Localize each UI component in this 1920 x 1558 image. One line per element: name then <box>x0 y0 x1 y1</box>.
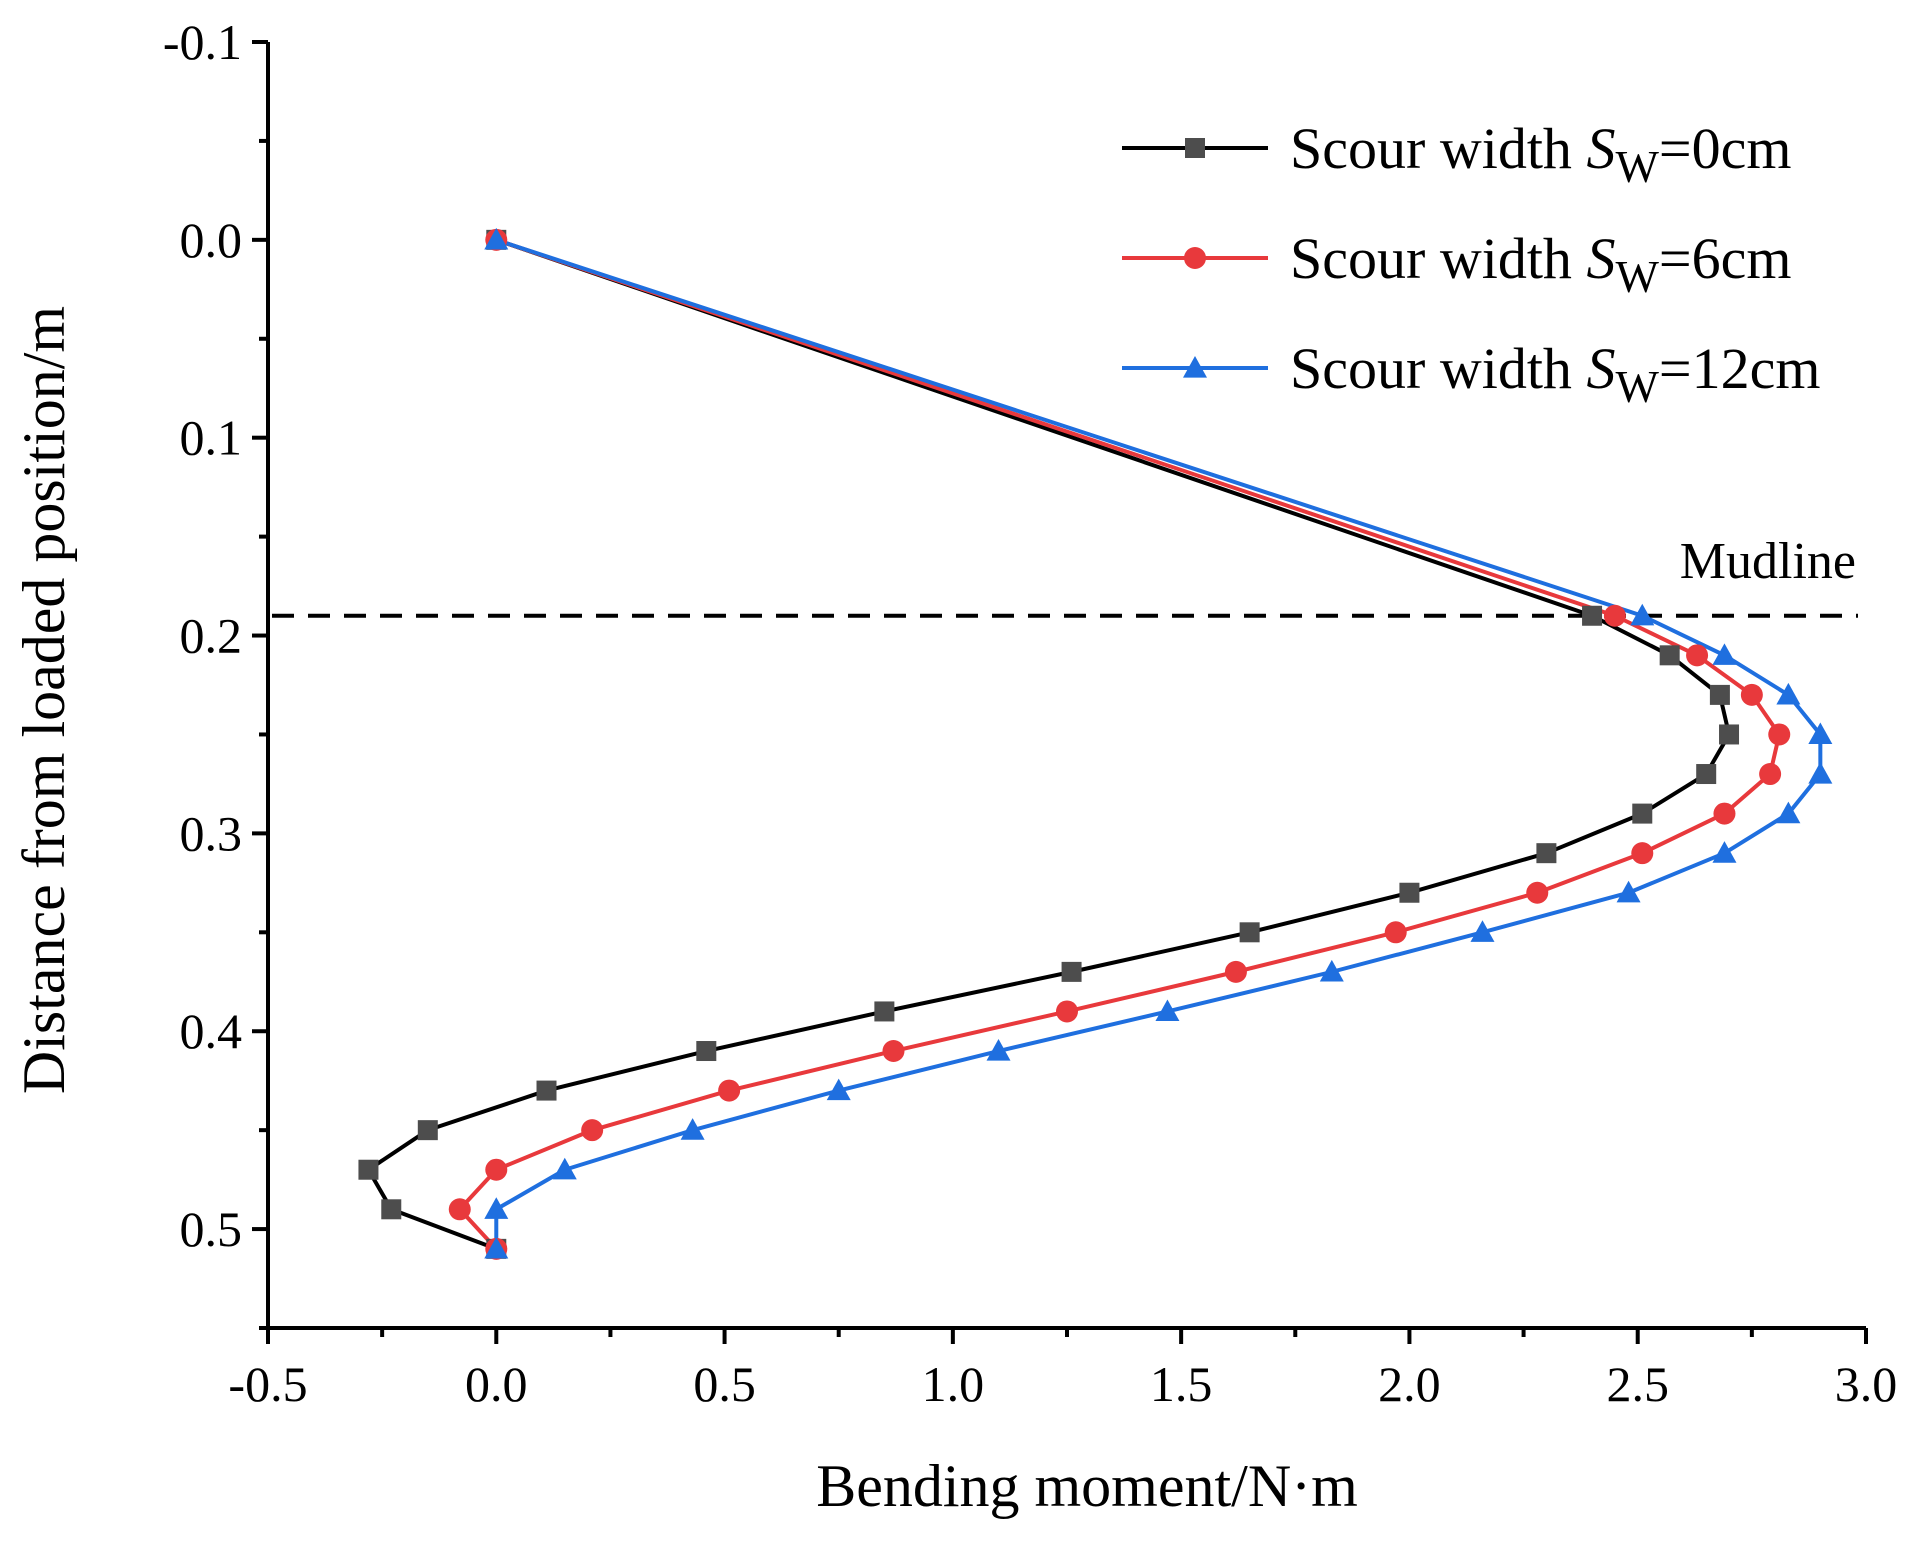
data-point <box>1768 723 1791 746</box>
series-triangle <box>494 237 1823 1249</box>
data-point <box>1155 999 1180 1022</box>
x-tick-label: 0.0 <box>465 1356 528 1412</box>
data-point <box>1616 880 1641 903</box>
data-point <box>1759 763 1782 786</box>
mudline-label: Mudline <box>1680 533 1856 590</box>
data-point <box>1239 922 1260 943</box>
legend-item: Scour width SW=6cm <box>1122 226 1791 302</box>
series-layer <box>358 227 1833 1260</box>
data-point <box>1808 762 1833 784</box>
data-point <box>1526 881 1549 904</box>
data-point <box>1659 645 1680 666</box>
data-point <box>1631 842 1654 865</box>
data-point <box>1632 803 1653 824</box>
data-point <box>1709 684 1730 705</box>
data-point <box>1719 724 1740 745</box>
x-tick-label: 1.0 <box>922 1356 985 1412</box>
data-point <box>484 1197 509 1219</box>
data-point <box>1740 683 1763 706</box>
data-point <box>1399 882 1420 903</box>
data-point <box>1776 682 1801 705</box>
series-line <box>457 237 1782 1251</box>
data-point <box>1808 722 1833 745</box>
legend-label: Scour width SW=0cm <box>1290 116 1791 192</box>
data-point <box>1696 764 1717 785</box>
data-point <box>552 1157 577 1180</box>
data-point <box>417 1120 438 1141</box>
data-point <box>1603 604 1626 627</box>
data-point <box>1686 644 1709 667</box>
data-point <box>536 1080 557 1101</box>
series-markers-circle <box>448 228 1791 1260</box>
y-tick-label: 0.4 <box>180 1003 243 1059</box>
data-point <box>1582 605 1603 626</box>
data-point <box>1056 1000 1078 1023</box>
data-point <box>448 1198 471 1221</box>
x-tick-label: 2.5 <box>1606 1356 1669 1412</box>
legend-label: Scour width SW=6cm <box>1290 226 1791 302</box>
y-tick-label: 0.0 <box>180 212 243 268</box>
data-point <box>1470 920 1495 942</box>
y-tick-label: 0.5 <box>180 1201 243 1257</box>
y-tick-label: 0.2 <box>180 608 243 664</box>
data-point <box>581 1119 604 1142</box>
data-point <box>484 1236 509 1259</box>
legend-item: Scour width SW=0cm <box>1122 116 1791 192</box>
data-point <box>485 1158 508 1181</box>
x-tick-label: 0.5 <box>693 1356 756 1412</box>
x-axis-title: Bending moment/N·m <box>816 1453 1358 1519</box>
y-tick-label: -0.1 <box>163 14 242 70</box>
mudline-annotation: Mudline <box>272 533 1858 618</box>
data-point <box>1630 603 1655 626</box>
data-point <box>718 1079 741 1102</box>
data-point <box>874 1001 895 1022</box>
data-point <box>1712 841 1737 863</box>
data-point <box>882 1040 905 1063</box>
legend-marker <box>1185 138 1205 158</box>
series-markers-triangle <box>484 227 1833 1259</box>
legend-marker <box>1184 247 1206 269</box>
legend-label: Scour width SW=12cm <box>1290 336 1820 412</box>
y-axis-title: Distance from loaded position/m <box>11 306 77 1094</box>
x-tick-label: -0.5 <box>228 1356 307 1412</box>
data-point <box>1061 961 1082 982</box>
data-point <box>986 1039 1011 1061</box>
series-circle <box>457 237 1782 1251</box>
data-point <box>1776 801 1801 824</box>
data-point <box>1713 802 1736 825</box>
legend-item: Scour width SW=12cm <box>1122 336 1820 412</box>
series-markers-square <box>358 229 1740 1259</box>
data-point <box>1384 921 1407 944</box>
x-tick-label: 3.0 <box>1835 1356 1898 1412</box>
data-point <box>696 1041 717 1062</box>
ticks: -0.5 0.0 0.5 1.0 1.5 2.0 2.5 3.0 -0.1 0.0 0.1 0.2 0.… <box>163 14 1897 1412</box>
data-point <box>1712 643 1737 665</box>
data-point <box>1224 960 1247 983</box>
data-point <box>1319 959 1344 982</box>
legend-marker <box>1183 356 1207 378</box>
data-point <box>1536 843 1557 864</box>
data-point <box>826 1078 851 1101</box>
x-tick-label: 1.5 <box>1150 1356 1213 1412</box>
series-line <box>494 237 1823 1249</box>
y-tick-label: 0.3 <box>180 805 243 861</box>
data-point <box>358 1159 379 1180</box>
data-point <box>484 227 509 250</box>
x-tick-label: 2.0 <box>1378 1356 1441 1412</box>
data-point <box>381 1199 402 1220</box>
data-point <box>680 1118 705 1140</box>
y-tick-label: 0.1 <box>180 410 243 466</box>
legend: Scour width SW=0cm Scour width SW=6cm Scou… <box>1122 116 1820 412</box>
